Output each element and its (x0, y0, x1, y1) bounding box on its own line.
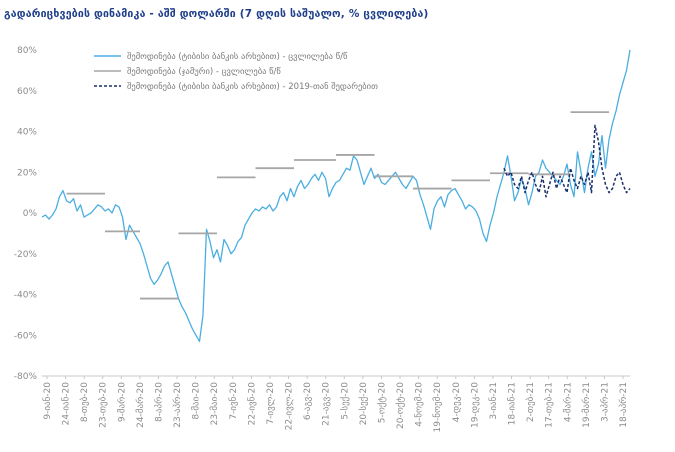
legend-label: შემოდინება (ჯამური) - ცვლილება წ/წ (127, 66, 281, 77)
x-tick-label: 9-იან-20 (42, 382, 53, 420)
legend-label: შემოდინება (ტიბისი ბანკის არხებით) - ცვლ… (127, 51, 348, 62)
x-tick-label: 18-იან-21 (507, 382, 518, 425)
chart-title: გადარიცხვების დინამიკა - აშშ დოლარში (7 … (4, 8, 429, 20)
x-tick-label: 8-აპრ-20 (153, 382, 164, 422)
x-tick-label: 22-ივლ-20 (285, 382, 295, 431)
y-tick-label: -20% (14, 250, 38, 260)
x-tick-label: 9-მარ-20 (116, 382, 127, 422)
y-tick-label: 0% (23, 209, 38, 219)
y-tick-label: -40% (14, 291, 38, 301)
y-tick-label: 60% (17, 87, 37, 97)
series-monthly (66, 111, 609, 300)
x-tick-label: 17-თებ-21 (544, 382, 555, 428)
y-tick-label: 80% (17, 46, 37, 56)
x-tick-label: 21-აგვ-20 (322, 382, 332, 426)
x-tick-label: 23-თებ-20 (98, 382, 109, 428)
y-tick-label: -80% (14, 372, 38, 382)
x-axis: 9-იან-20 24-იან-20 8-თებ-20 23-თებ-20 9-მარ-… (42, 375, 630, 433)
x-tick-label: 8-მაი-20 (191, 382, 202, 420)
x-tick-label: 8-თებ-20 (79, 382, 90, 422)
series-daily (41, 49, 631, 343)
x-tick-label: 3-იან-21 (488, 382, 499, 420)
x-tick-label: 22-ივნ-20 (246, 382, 257, 426)
x-tick-label: 5-ოქტ-20 (376, 382, 387, 424)
y-tick-label: -60% (14, 331, 38, 341)
x-tick-label: 4-დეკ-20 (452, 382, 462, 422)
x-tick-label: 2-თებ-21 (525, 382, 536, 422)
x-tick-label: 19-მარ-21 (581, 382, 592, 428)
x-tick-label: 24-მარ-20 (135, 382, 146, 428)
x-tick-label: 20-სექ-20 (358, 382, 369, 426)
x-tick-label: 6-აგვ-20 (303, 382, 313, 420)
x-tick-label: 3-აპრ-21 (599, 382, 610, 422)
x-tick-label: 4-ნოემ-20 (414, 382, 425, 427)
y-tick-label: 20% (17, 168, 37, 178)
x-tick-label: 19-დეკ-20 (470, 382, 480, 428)
x-tick-label: 7-ივნ-20 (228, 382, 239, 420)
x-tick-label: 20-ოქტ-20 (395, 382, 406, 429)
series-2019-comparison (503, 124, 631, 198)
x-tick-label: 23-მაი-20 (209, 382, 220, 426)
x-tick-label: 24-იან-20 (61, 382, 72, 426)
y-axis-ticks: -80% -60% -40% -20% 0% 20% 40% 60% 80% (14, 46, 38, 382)
x-tick-label: 19-ნოემ-20 (432, 382, 443, 433)
legend-label: შემოდინება (ტიბისი ბანკის არხებით) - 201… (127, 81, 378, 92)
series-layer (41, 49, 631, 343)
x-tick-label: 18-აპრ-21 (618, 382, 629, 428)
legend: შემოდინება (ტიბისი ბანკის არხებით) - ცვლ… (94, 51, 378, 92)
x-tick-label: 5-სექ-20 (339, 382, 350, 420)
x-tick-label: 23-აპრ-20 (172, 382, 183, 428)
x-tick-label: 4-მარ-21 (562, 382, 573, 422)
x-tick-label: 7-ივლ-20 (266, 382, 276, 425)
y-tick-label: 40% (17, 128, 37, 138)
